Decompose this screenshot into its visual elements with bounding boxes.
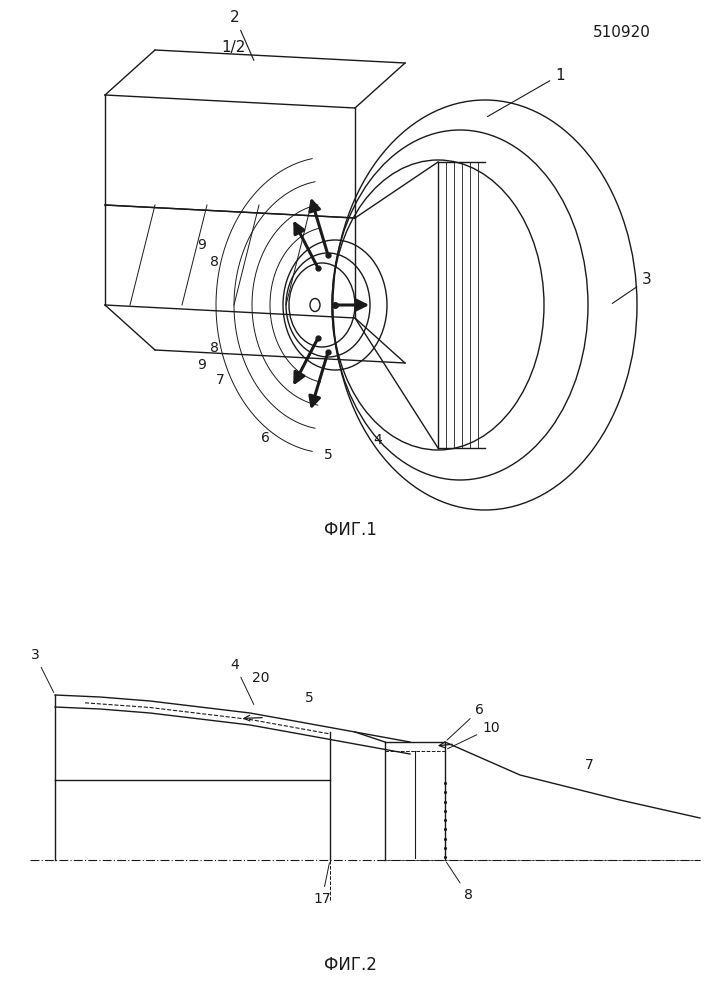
Text: 3: 3 [30,648,54,693]
Text: ФИГ.1: ФИГ.1 [324,521,376,539]
Text: 6: 6 [261,431,269,445]
Text: 5: 5 [305,691,314,705]
Text: 4: 4 [230,658,254,704]
Text: ФИГ.2: ФИГ.2 [324,956,376,974]
Text: 4: 4 [373,433,382,447]
Text: 9: 9 [197,238,206,252]
Text: 1/2: 1/2 [221,40,245,55]
Text: 9: 9 [197,358,206,372]
Text: 6: 6 [447,703,484,740]
Text: 510920: 510920 [593,25,651,40]
Text: 5: 5 [324,448,332,462]
Text: 1: 1 [487,68,565,117]
Text: 7: 7 [585,758,594,772]
Text: 8: 8 [209,341,218,355]
Text: 2: 2 [230,10,254,60]
Text: 8: 8 [447,862,472,902]
Text: 3: 3 [612,272,652,303]
Text: 20: 20 [252,671,269,685]
Text: 17: 17 [313,863,331,906]
Text: 8: 8 [209,255,218,269]
Text: 7: 7 [216,373,224,387]
Text: 10: 10 [448,721,500,749]
